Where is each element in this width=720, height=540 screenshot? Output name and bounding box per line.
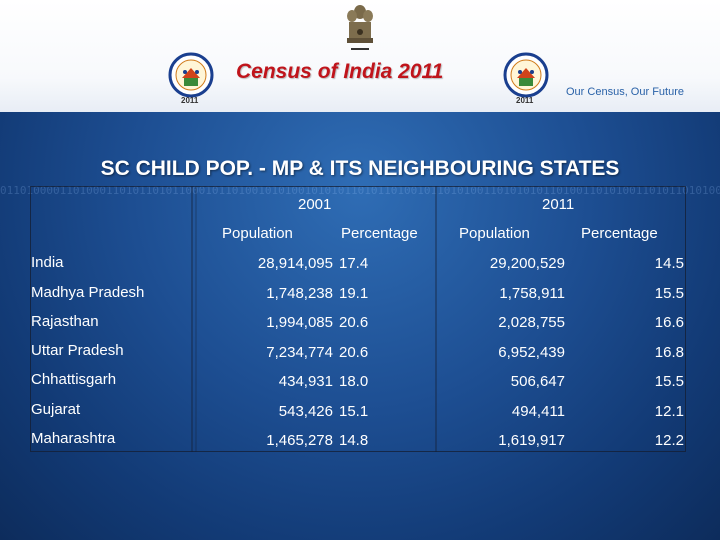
page-title: Census of India 2011 xyxy=(236,60,444,83)
column-header-percentage-2001: Percentage xyxy=(341,225,418,242)
row-percentage-2011: 15.5 xyxy=(654,373,684,390)
header-banner: 2011 Census of India 2011 2011 Our Censu… xyxy=(0,0,720,112)
row-percentage-2011: 14.5 xyxy=(654,255,684,272)
row-population-2001: 1,748,238 xyxy=(266,285,333,302)
row-population-2001: 434,931 xyxy=(278,373,333,390)
row-population-2001: 543,426 xyxy=(278,403,333,420)
row-percentage-2001: 19.1 xyxy=(339,285,369,302)
table-grid xyxy=(30,186,686,452)
census-logo-icon xyxy=(503,52,549,98)
row-population-2001: 1,465,278 xyxy=(266,432,333,449)
row-population-2011: 2,028,755 xyxy=(498,314,565,331)
row-population-2001: 1,994,085 xyxy=(266,314,333,331)
row-percentage-2001: 15.1 xyxy=(339,403,369,420)
row-state-name: Uttar Pradesh xyxy=(31,342,124,359)
column-header-population-2001: Population xyxy=(222,225,293,242)
year-header-2011: 2011 xyxy=(542,196,575,213)
row-percentage-2001: 20.6 xyxy=(339,314,369,331)
row-percentage-2011: 12.2 xyxy=(654,432,684,449)
row-percentage-2001: 18.0 xyxy=(339,373,369,390)
row-population-2011: 1,758,911 xyxy=(499,285,565,302)
national-emblem-icon xyxy=(347,5,373,50)
tagline: Our Census, Our Future xyxy=(566,86,684,98)
year-header-2001: 2001 xyxy=(298,196,332,213)
row-population-2011: 29,200,529 xyxy=(489,255,565,272)
logo-year-left: 2011 xyxy=(181,96,199,105)
row-percentage-2011: 16.6 xyxy=(654,314,684,331)
row-state-name: Rajasthan xyxy=(31,313,99,330)
row-state-name: Madhya Pradesh xyxy=(31,284,145,301)
row-population-2011: 6,952,439 xyxy=(498,344,565,361)
row-population-2001: 7,234,774 xyxy=(266,344,333,361)
row-population-2011: 506,647 xyxy=(510,373,565,390)
slide-title: SC CHILD POP. - MP & ITS NEIGHBOURING ST… xyxy=(100,157,620,180)
row-state-name: Gujarat xyxy=(31,401,81,418)
column-header-population-2011: Population xyxy=(459,225,530,242)
row-population-2011: 494,411 xyxy=(511,403,565,420)
row-percentage-2001: 14.8 xyxy=(339,432,369,449)
census-logo-icon xyxy=(168,52,214,98)
row-percentage-2011: 12.1 xyxy=(654,403,684,420)
row-state-name: India xyxy=(31,254,64,271)
row-state-name: Maharashtra xyxy=(31,430,116,447)
row-population-2011: 1,619,917 xyxy=(498,432,565,449)
row-percentage-2011: 15.5 xyxy=(654,285,684,302)
binary-decoration: 0110100001101000110101101011000101101001… xyxy=(0,184,720,197)
row-population-2001: 28,914,095 xyxy=(257,255,333,272)
row-state-name: Chhattisgarh xyxy=(31,371,117,388)
row-percentage-2001: 20.6 xyxy=(339,344,369,361)
row-percentage-2011: 16.8 xyxy=(654,344,684,361)
row-percentage-2001: 17.4 xyxy=(339,255,369,272)
column-header-percentage-2011: Percentage xyxy=(581,225,658,242)
logo-year-right: 2011 xyxy=(516,96,534,105)
